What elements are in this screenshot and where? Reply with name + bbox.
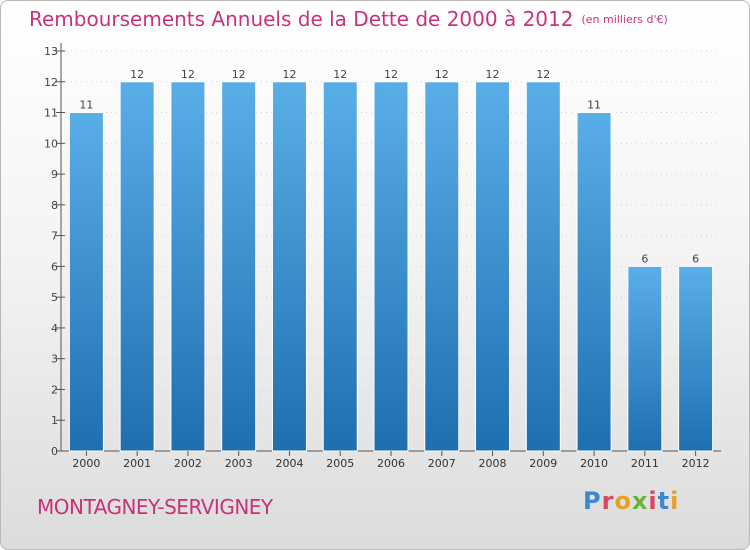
bar: [271, 81, 307, 452]
bar: [424, 81, 460, 452]
commune-name: MONTAGNEY-SERVIGNEY: [37, 495, 273, 519]
bar: [373, 81, 409, 452]
bar: [576, 112, 612, 452]
x-tick-label: 2010: [580, 457, 608, 470]
data-label: 12: [130, 68, 144, 81]
x-tick-label: 2012: [682, 457, 710, 470]
y-tick-label: 7: [51, 230, 58, 243]
y-tick-label: 3: [51, 353, 58, 366]
y-tick-label: 13: [44, 45, 58, 58]
y-tick-label: 2: [51, 383, 58, 396]
data-label: 12: [384, 68, 398, 81]
x-tick-label: 2004: [275, 457, 303, 470]
bar: [68, 112, 104, 452]
data-label: 12: [536, 68, 550, 81]
y-tick-label: 8: [51, 199, 58, 212]
data-label: 6: [692, 252, 699, 265]
y-tick-label: 10: [44, 137, 58, 150]
x-tick-label: 2002: [174, 457, 202, 470]
y-tick-label: 1: [51, 414, 58, 427]
x-tick-label: 2000: [72, 457, 100, 470]
x-tick-label: 2001: [123, 457, 151, 470]
y-tick-label: 9: [51, 168, 58, 181]
chart-subtitle: (en milliers d'€): [581, 13, 668, 26]
y-tick-label: 5: [51, 291, 58, 304]
data-label: 12: [282, 68, 296, 81]
bar: [525, 81, 561, 452]
x-tick-label: 2009: [529, 457, 557, 470]
data-label: 12: [181, 68, 195, 81]
x-tick-label: 2006: [377, 457, 405, 470]
bar: [221, 81, 257, 452]
bar: [170, 81, 206, 452]
y-tick-label: 12: [44, 76, 58, 89]
y-tick-label: 6: [51, 260, 58, 273]
data-label: 6: [641, 252, 648, 265]
bar: [678, 265, 714, 452]
bar: [119, 81, 155, 452]
x-tick-label: 2008: [479, 457, 507, 470]
data-label: 12: [435, 68, 449, 81]
data-label: 12: [486, 68, 500, 81]
y-tick-label: 11: [44, 107, 58, 120]
x-tick-label: 2005: [326, 457, 354, 470]
chart-title: Remboursements Annuels de la Dette de 20…: [29, 7, 668, 31]
y-tick-label: 4: [51, 322, 58, 335]
y-tick-label: 0: [51, 445, 58, 458]
bar: [475, 81, 511, 452]
data-label: 12: [232, 68, 246, 81]
x-tick-label: 2003: [225, 457, 253, 470]
data-label: 12: [333, 68, 347, 81]
data-label: 11: [79, 99, 93, 112]
data-label: 11: [587, 99, 601, 112]
proxiti-logo: Proxiti: [583, 487, 680, 515]
x-tick-label: 2011: [631, 457, 659, 470]
bar: [627, 265, 663, 452]
x-tick-label: 2007: [428, 457, 456, 470]
bar: [322, 81, 358, 452]
